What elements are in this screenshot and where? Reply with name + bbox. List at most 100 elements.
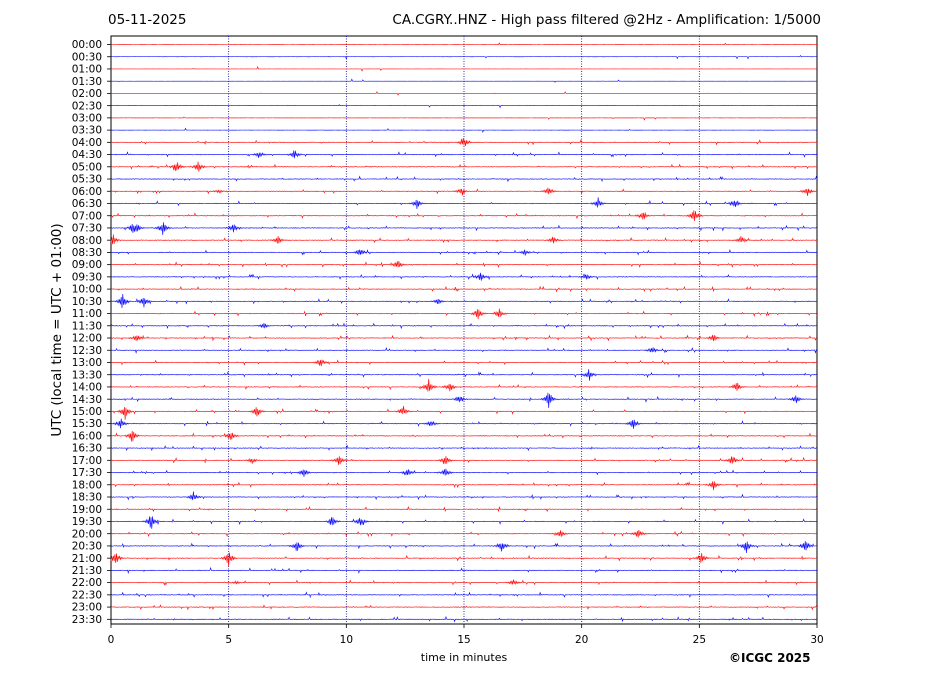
y-tick-label: 08:30 bbox=[72, 247, 102, 259]
trace-0930 bbox=[110, 272, 818, 281]
y-tick-label: 06:30 bbox=[72, 198, 102, 210]
y-tick-label: 15:00 bbox=[72, 406, 102, 418]
y-tick-label: 07:30 bbox=[72, 223, 102, 235]
y-tick-label: 21:30 bbox=[72, 565, 102, 577]
y-tick-label: 19:00 bbox=[72, 504, 102, 516]
trace-1130 bbox=[110, 322, 818, 330]
trace-0100 bbox=[110, 66, 818, 72]
y-tick-label: 18:30 bbox=[72, 492, 102, 504]
y-tick-label: 04:30 bbox=[72, 149, 102, 161]
copyright-label: ©ICGC 2025 bbox=[729, 651, 811, 665]
trace-1100 bbox=[110, 308, 818, 320]
x-tick-label: 0 bbox=[108, 634, 115, 646]
trace-2300 bbox=[110, 604, 818, 611]
trace-1330 bbox=[110, 369, 818, 381]
y-tick-label: 11:00 bbox=[72, 308, 102, 320]
y-tick-label: 06:00 bbox=[72, 186, 102, 198]
y-tick-label: 10:00 bbox=[72, 284, 102, 296]
trace-1800 bbox=[110, 481, 818, 491]
x-tick-label: 20 bbox=[575, 634, 588, 646]
trace-1700 bbox=[110, 456, 818, 465]
chart-header-date: 05-11-2025 bbox=[108, 12, 187, 28]
trace-0030 bbox=[110, 54, 818, 60]
y-tick-label: 17:30 bbox=[72, 467, 102, 479]
y-tick-label: 12:30 bbox=[72, 345, 102, 357]
trace-1930 bbox=[110, 516, 818, 529]
trace-0630 bbox=[110, 197, 818, 210]
y-tick-label: 02:00 bbox=[72, 88, 102, 100]
y-tick-label: 15:30 bbox=[72, 418, 102, 430]
trace-1900 bbox=[110, 505, 818, 513]
trace-0730 bbox=[110, 222, 818, 235]
y-tick-label: 22:30 bbox=[72, 589, 102, 601]
trace-0600 bbox=[110, 187, 818, 197]
trace-0130 bbox=[110, 78, 818, 83]
y-tick-label: 10:30 bbox=[72, 296, 102, 308]
y-tick-label: 12:00 bbox=[72, 333, 102, 345]
trace-1200 bbox=[110, 334, 818, 342]
x-tick-label: 15 bbox=[457, 634, 470, 646]
trace-1600 bbox=[110, 430, 818, 442]
trace-0830 bbox=[110, 249, 818, 256]
y-tick-label: 20:00 bbox=[72, 528, 102, 540]
trace-0200 bbox=[110, 91, 818, 96]
x-axis-label: time in minutes bbox=[420, 651, 508, 664]
y-tick-label: 04:00 bbox=[72, 137, 102, 149]
x-tick-label: 30 bbox=[810, 634, 823, 646]
x-tick-label: 25 bbox=[693, 634, 706, 646]
trace-1530 bbox=[110, 418, 818, 429]
trace-0800 bbox=[110, 234, 818, 245]
trace-1630 bbox=[110, 444, 818, 452]
y-tick-label: 21:00 bbox=[72, 553, 102, 565]
y-tick-label: 16:00 bbox=[72, 430, 102, 442]
trace-0500 bbox=[110, 161, 818, 172]
trace-2000 bbox=[110, 529, 818, 538]
y-tick-label: 02:30 bbox=[72, 100, 102, 112]
trace-2100 bbox=[110, 552, 818, 567]
trace-0400 bbox=[110, 138, 818, 147]
y-tick-label: 01:00 bbox=[72, 64, 102, 76]
trace-0000 bbox=[110, 42, 818, 46]
y-tick-label: 23:30 bbox=[72, 614, 102, 626]
trace-0900 bbox=[110, 261, 818, 268]
y-tick-label: 17:00 bbox=[72, 455, 102, 467]
trace-1500 bbox=[110, 405, 818, 420]
y-tick-label: 14:00 bbox=[72, 382, 102, 394]
chart-title: CA.CGRY..HNZ - High pass filtered @2Hz -… bbox=[392, 12, 821, 28]
trace-1030 bbox=[110, 293, 818, 308]
y-tick-label: 14:30 bbox=[72, 394, 102, 406]
trace-1230 bbox=[110, 346, 818, 354]
y-tick-label: 03:30 bbox=[72, 125, 102, 137]
trace-2330 bbox=[110, 615, 818, 623]
trace-2130 bbox=[110, 566, 818, 574]
trace-0530 bbox=[110, 175, 818, 183]
x-tick-label: 5 bbox=[225, 634, 232, 646]
y-tick-label: 13:30 bbox=[72, 369, 102, 381]
y-tick-label: 08:00 bbox=[72, 235, 102, 247]
trace-1730 bbox=[110, 468, 818, 477]
trace-1430 bbox=[110, 392, 818, 409]
y-tick-label: 07:00 bbox=[72, 210, 102, 222]
trace-0330 bbox=[110, 127, 818, 133]
trace-0700 bbox=[110, 210, 818, 222]
trace-0430 bbox=[110, 150, 818, 159]
y-tick-label: 00:00 bbox=[72, 39, 102, 51]
y-tick-label: 03:00 bbox=[72, 112, 102, 124]
y-tick-label: 00:30 bbox=[72, 51, 102, 63]
trace-2230 bbox=[110, 591, 818, 599]
y-tick-label: 09:30 bbox=[72, 271, 102, 283]
y-tick-label: 05:00 bbox=[72, 161, 102, 173]
trace-1400 bbox=[110, 378, 818, 392]
y-tick-label: 11:30 bbox=[72, 320, 102, 332]
trace-1300 bbox=[110, 359, 818, 367]
trace-2200 bbox=[110, 579, 818, 586]
trace-2030 bbox=[110, 541, 818, 553]
trace-1000 bbox=[110, 285, 818, 293]
y-tick-label: 23:00 bbox=[72, 602, 102, 614]
trace-1830 bbox=[110, 491, 818, 501]
y-tick-label: 09:00 bbox=[72, 259, 102, 271]
y-tick-label: 20:30 bbox=[72, 541, 102, 553]
trace-0230 bbox=[110, 104, 818, 109]
y-tick-label: 01:30 bbox=[72, 76, 102, 88]
